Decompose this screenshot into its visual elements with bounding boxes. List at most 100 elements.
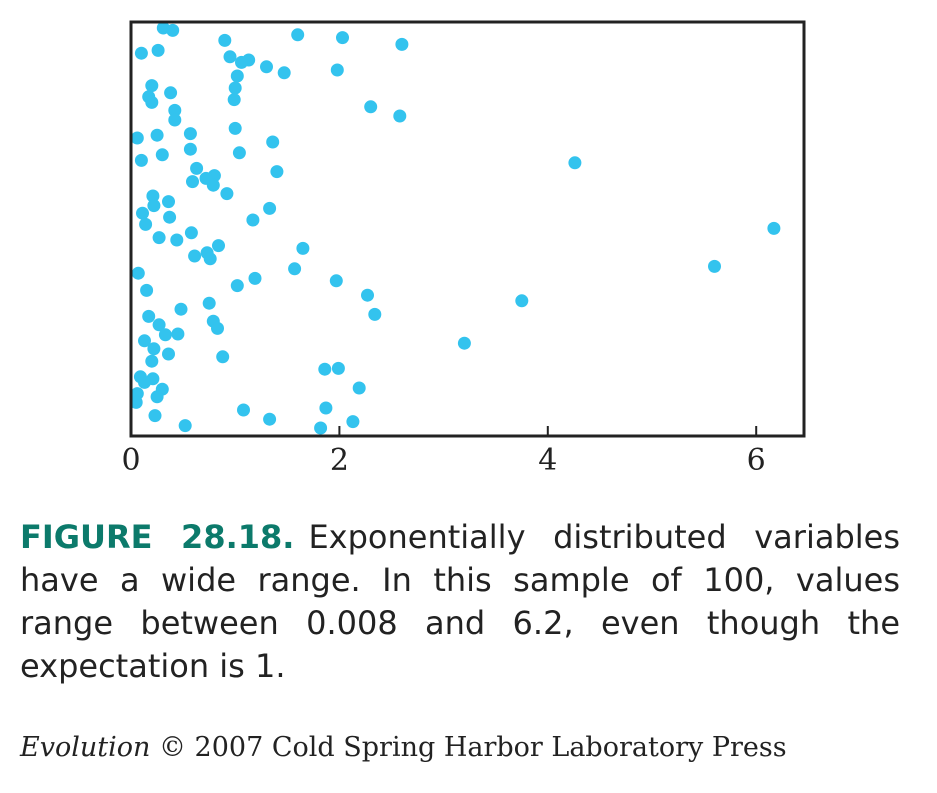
data-point [184,226,198,240]
x-tick-label: 4 [538,443,557,478]
data-point [368,307,382,321]
data-point [188,249,202,263]
data-point [237,403,250,417]
data-point [230,279,244,293]
data-point [142,309,156,323]
publisher-text: © 2007 Cold Spring Harbor Laboratory Pre… [150,732,787,763]
figure-caption: FIGURE 28.18. Exponentially distributed v… [20,516,900,688]
data-point [164,86,178,100]
data-point [336,31,349,45]
data-point [263,201,277,215]
data-point [314,421,328,435]
x-tick-label: 2 [330,443,349,478]
data-point [190,161,204,175]
data-point [138,334,151,348]
data-point [147,199,161,213]
data-point [146,189,160,203]
data-point [218,33,232,47]
data-point [206,178,220,192]
data-point [263,412,277,426]
data-point [129,395,143,409]
data-point [151,43,165,57]
data-point [248,271,262,285]
data-point [235,55,248,69]
data-point [767,221,781,235]
scatter-chart: 0 2 4 6 [121,20,806,478]
data-point [228,121,242,135]
data-point [515,294,529,308]
data-point [150,390,164,404]
data-point [708,259,721,273]
data-point [232,146,246,160]
data-point [138,375,151,389]
data-point [136,206,149,220]
data-point [145,79,159,93]
data-point [155,148,169,162]
data-point [331,361,345,375]
caption-text: Exponentially distributed variables have… [20,518,901,685]
x-tick-label: 6 [747,443,766,478]
data-point [393,109,407,123]
data-point [174,302,188,316]
data-point [152,318,166,332]
data-point [162,347,175,361]
book-title: Evolution [20,732,151,763]
data-point [318,362,332,376]
data-point [220,187,234,201]
data-point [296,241,310,255]
data-point [183,127,197,141]
data-point [166,23,180,37]
data-points [129,21,781,435]
data-point [130,131,144,145]
data-point [211,321,224,335]
data-point [223,50,237,64]
data-point [216,350,230,364]
data-point [346,415,360,429]
data-point [330,63,344,77]
plot-frame [129,20,806,438]
data-point [266,135,280,149]
data-point [230,69,244,83]
data-point [171,327,185,341]
data-point [139,217,153,231]
data-point [212,239,225,253]
data-point [152,231,166,245]
data-point [140,283,154,297]
data-point [145,354,159,368]
data-point [145,95,159,109]
data-point [227,93,241,107]
data-point [150,128,164,142]
data-point [568,156,582,170]
data-point [270,165,284,179]
data-point [158,328,172,342]
data-point [168,113,182,127]
data-point [162,195,175,209]
data-point [246,213,260,227]
data-point [178,419,192,433]
data-point [148,409,162,423]
data-point [147,342,161,356]
data-point [134,153,148,167]
copyright-credit: Evolution © 2007 Cold Spring Harbor Labo… [20,732,787,763]
data-point [183,142,197,156]
data-point [291,28,305,42]
data-point [163,210,177,224]
x-tick-label: 0 [121,443,140,478]
data-point [395,37,409,51]
figure-label: FIGURE 28.18. [20,518,295,556]
x-axis: 0 2 4 6 [121,426,766,478]
data-point [168,103,182,117]
data-point [131,266,145,280]
data-point [361,288,374,302]
data-point [329,274,343,288]
data-point [260,60,273,74]
data-point [203,252,217,266]
data-point [170,233,184,247]
data-point [364,100,378,114]
data-point [277,66,291,80]
data-point [288,262,302,276]
data-point [186,175,199,189]
data-point [202,296,216,310]
data-point [457,336,471,350]
data-point [228,81,242,95]
